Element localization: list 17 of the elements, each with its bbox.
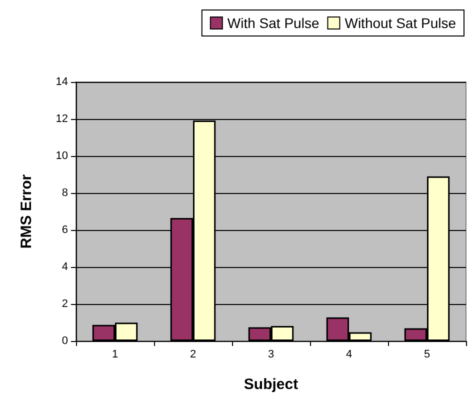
x-tick-label: 1 — [112, 348, 118, 360]
x-axis-title: Subject — [244, 376, 298, 393]
x-tick-label: 3 — [268, 348, 274, 360]
x-tick-label: 5 — [424, 348, 430, 360]
legend-label: With Sat Pulse — [227, 15, 320, 31]
y-axis-title: RMS Error — [18, 174, 35, 249]
y-tick-label: 6 — [62, 224, 68, 236]
y-tick-label: 4 — [62, 261, 68, 273]
y-tick-label: 12 — [56, 113, 68, 125]
legend-label: Without Sat Pulse — [344, 15, 456, 31]
y-tick-label: 10 — [56, 150, 68, 162]
x-tick-label: 2 — [190, 348, 196, 360]
y-tick-label: 8 — [62, 187, 68, 199]
y-tick-label: 2 — [62, 298, 68, 310]
x-tick-label: 4 — [346, 348, 352, 360]
y-tick-label: 14 — [56, 76, 68, 88]
y-tick-label: 0 — [62, 335, 68, 347]
